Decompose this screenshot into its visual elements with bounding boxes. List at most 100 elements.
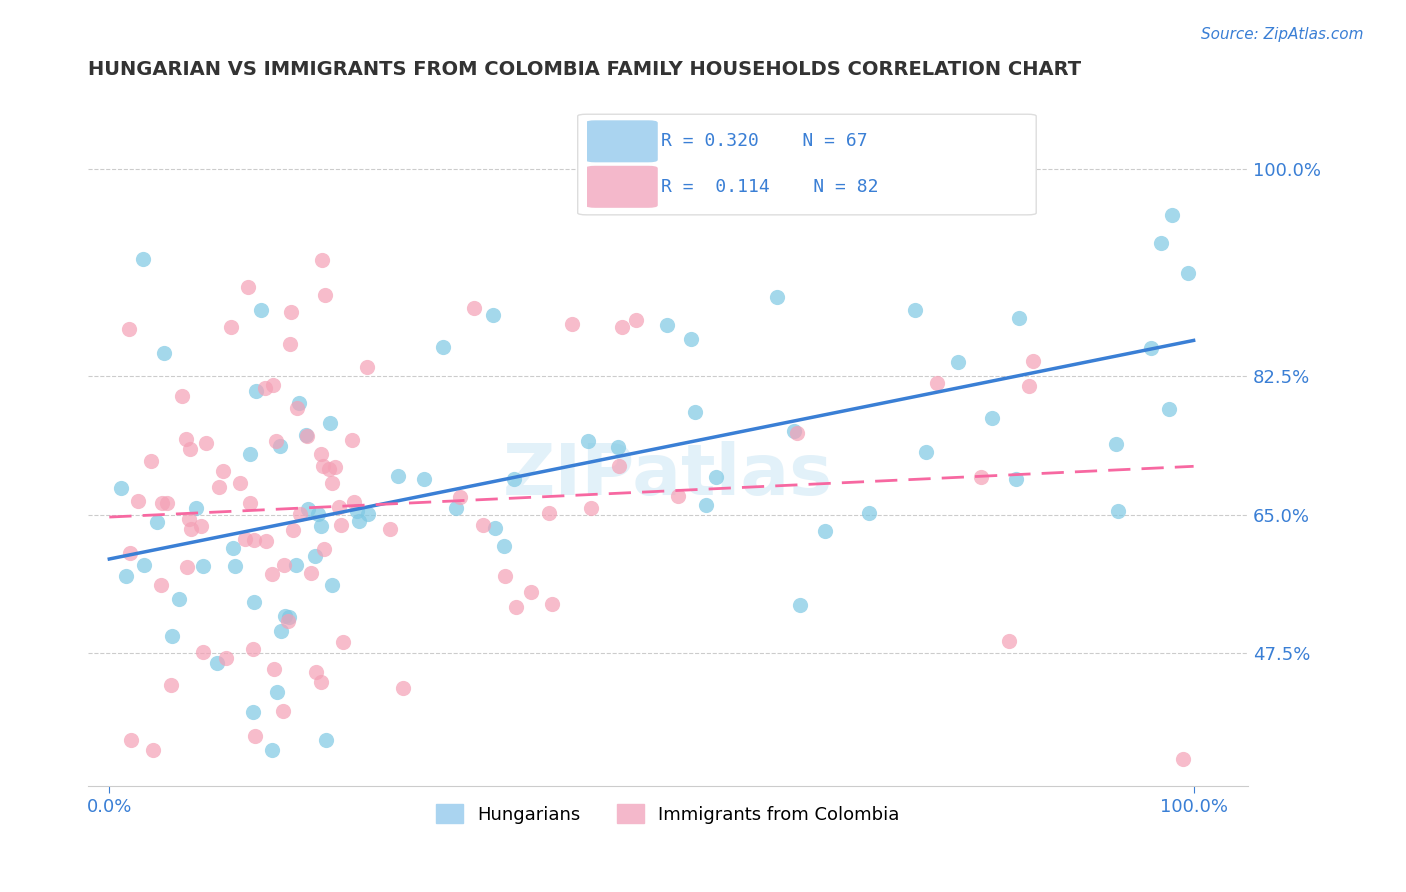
Point [323, 460, 346, 475]
Point [312, 458, 335, 473]
Legend: Hungarians, Immigrants from Colombia: Hungarians, Immigrants from Colombia [427, 796, 908, 833]
Point [607, 440, 630, 454]
Point [254, 533, 277, 548]
Point [297, 502, 319, 516]
Point [243, 729, 266, 743]
Point [330, 518, 353, 533]
Point [392, 681, 415, 695]
Point [132, 558, 155, 572]
Point [581, 501, 603, 516]
Point [540, 597, 562, 611]
Point [789, 598, 811, 612]
Point [502, 472, 524, 486]
Point [180, 522, 202, 536]
Point [343, 495, 366, 509]
Point [814, 524, 837, 538]
Point [254, 381, 277, 395]
Point [858, 506, 880, 520]
Point [492, 539, 515, 553]
Point [127, 494, 149, 508]
Point [156, 496, 179, 510]
Point [242, 642, 264, 657]
Point [946, 354, 969, 368]
Point [412, 472, 434, 486]
Point [318, 416, 340, 430]
Point [191, 645, 214, 659]
Point [1161, 208, 1184, 222]
Point [219, 320, 242, 334]
Point [114, 568, 136, 582]
Point [224, 558, 246, 573]
Point [311, 252, 333, 267]
Point [190, 519, 212, 533]
Point [655, 318, 678, 332]
Point [159, 678, 181, 692]
Point [271, 704, 294, 718]
Point [238, 280, 260, 294]
Point [179, 442, 201, 456]
Point [295, 428, 318, 442]
Point [1140, 341, 1163, 355]
Point [1177, 266, 1199, 280]
Point [288, 507, 311, 521]
Point [262, 378, 284, 392]
Point [321, 475, 343, 490]
Point [242, 705, 264, 719]
Point [233, 532, 256, 546]
Point [704, 470, 727, 484]
Point [304, 549, 326, 564]
Point [340, 433, 363, 447]
Point [250, 302, 273, 317]
Point [666, 489, 689, 503]
Point [1005, 472, 1028, 486]
Point [576, 434, 599, 448]
Point [284, 558, 307, 573]
Point [278, 610, 301, 624]
Point [193, 559, 215, 574]
Point [695, 499, 717, 513]
Point [269, 439, 291, 453]
Point [463, 301, 485, 316]
Point [927, 376, 949, 390]
Point [149, 578, 172, 592]
Point [285, 401, 308, 415]
Point [281, 523, 304, 537]
Point [274, 609, 297, 624]
Point [610, 320, 633, 334]
Point [1018, 379, 1040, 393]
Point [239, 447, 262, 461]
Point [118, 322, 141, 336]
Point [505, 600, 527, 615]
Point [280, 305, 302, 319]
Point [681, 332, 703, 346]
Point [208, 480, 231, 494]
Point [160, 629, 183, 643]
Point [347, 514, 370, 528]
Point [1171, 752, 1194, 766]
Point [1008, 311, 1031, 326]
Point [177, 512, 200, 526]
Point [278, 336, 301, 351]
Point [132, 252, 155, 266]
Point [309, 519, 332, 533]
Point [970, 470, 993, 484]
Point [520, 584, 543, 599]
Point [561, 317, 583, 331]
Point [380, 522, 402, 536]
Point [387, 469, 409, 483]
Point [207, 656, 229, 670]
Point [346, 503, 368, 517]
Point [537, 506, 560, 520]
Point [287, 396, 309, 410]
Point [626, 312, 648, 326]
Point [212, 464, 235, 478]
Point [1105, 437, 1128, 451]
Point [920, 175, 942, 189]
Point [263, 662, 285, 676]
Point [167, 591, 190, 606]
Point [194, 435, 217, 450]
Point [321, 578, 343, 592]
Point [683, 405, 706, 419]
Point [176, 559, 198, 574]
Point [222, 541, 245, 556]
